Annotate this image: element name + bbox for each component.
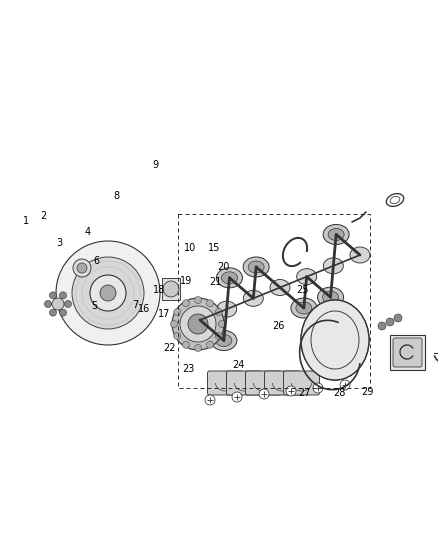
Text: 17: 17 [158,310,170,319]
Text: 16: 16 [138,304,151,314]
Text: 15: 15 [208,243,221,253]
Circle shape [232,392,242,402]
Text: 22: 22 [164,343,176,353]
Circle shape [90,275,126,311]
Circle shape [49,292,57,299]
FancyBboxPatch shape [390,335,425,370]
Ellipse shape [244,290,263,306]
Circle shape [52,298,64,310]
Circle shape [215,309,222,316]
Circle shape [194,344,201,351]
Ellipse shape [318,287,343,307]
Ellipse shape [216,335,232,346]
Circle shape [188,314,208,334]
Circle shape [286,386,296,396]
Circle shape [174,309,181,316]
FancyBboxPatch shape [265,371,300,395]
Ellipse shape [217,301,237,317]
Text: 1: 1 [23,216,29,226]
Circle shape [206,341,213,348]
Text: 4: 4 [85,227,91,237]
Circle shape [72,257,144,329]
Circle shape [45,301,52,308]
Ellipse shape [350,247,370,263]
Circle shape [340,380,350,390]
Text: 20: 20 [217,262,230,271]
Ellipse shape [297,269,317,285]
Ellipse shape [322,291,339,303]
Circle shape [205,395,215,405]
Ellipse shape [190,312,210,328]
Circle shape [394,314,402,322]
FancyBboxPatch shape [226,371,262,395]
Ellipse shape [328,229,344,240]
Ellipse shape [216,268,243,288]
Circle shape [64,301,71,308]
Ellipse shape [248,261,264,273]
Text: 25: 25 [296,286,308,295]
Circle shape [215,333,222,340]
Ellipse shape [301,300,369,380]
Circle shape [180,306,216,342]
Circle shape [60,309,67,316]
Ellipse shape [270,279,290,295]
Ellipse shape [323,224,349,245]
Text: 2: 2 [40,211,46,221]
Ellipse shape [296,302,312,314]
FancyBboxPatch shape [208,371,244,395]
Text: 23: 23 [182,365,194,374]
FancyBboxPatch shape [162,278,180,300]
Circle shape [73,259,91,277]
Circle shape [386,318,394,326]
FancyBboxPatch shape [393,338,422,367]
Text: 7: 7 [133,301,139,310]
Circle shape [183,341,190,348]
Circle shape [172,298,224,350]
Text: 28: 28 [333,389,346,398]
Circle shape [170,320,177,327]
Ellipse shape [291,298,317,318]
Text: 27: 27 [298,389,311,398]
Circle shape [100,285,116,301]
Ellipse shape [211,330,237,351]
Text: 3: 3 [56,238,62,247]
Text: 8: 8 [113,191,119,201]
Ellipse shape [222,272,237,284]
FancyBboxPatch shape [246,371,282,395]
Circle shape [56,241,160,345]
Circle shape [194,296,201,303]
Text: 19: 19 [180,276,192,286]
Text: 26: 26 [272,321,285,331]
Text: 10: 10 [184,243,197,253]
Text: 18: 18 [153,286,165,295]
Text: 24: 24 [233,360,245,370]
Circle shape [49,309,57,316]
Circle shape [183,300,190,306]
Text: 6: 6 [93,256,99,266]
Circle shape [259,389,269,399]
Circle shape [60,292,67,299]
Circle shape [378,322,386,330]
Circle shape [219,320,226,327]
Text: 29: 29 [362,387,374,397]
Circle shape [206,300,213,306]
Ellipse shape [323,258,343,274]
Text: 5: 5 [91,302,97,311]
Circle shape [163,281,179,297]
Circle shape [77,263,87,273]
Circle shape [174,333,181,340]
Ellipse shape [243,257,269,277]
FancyBboxPatch shape [283,371,319,395]
Circle shape [313,383,323,393]
Text: 21: 21 [209,278,222,287]
Text: 9: 9 [152,160,159,170]
